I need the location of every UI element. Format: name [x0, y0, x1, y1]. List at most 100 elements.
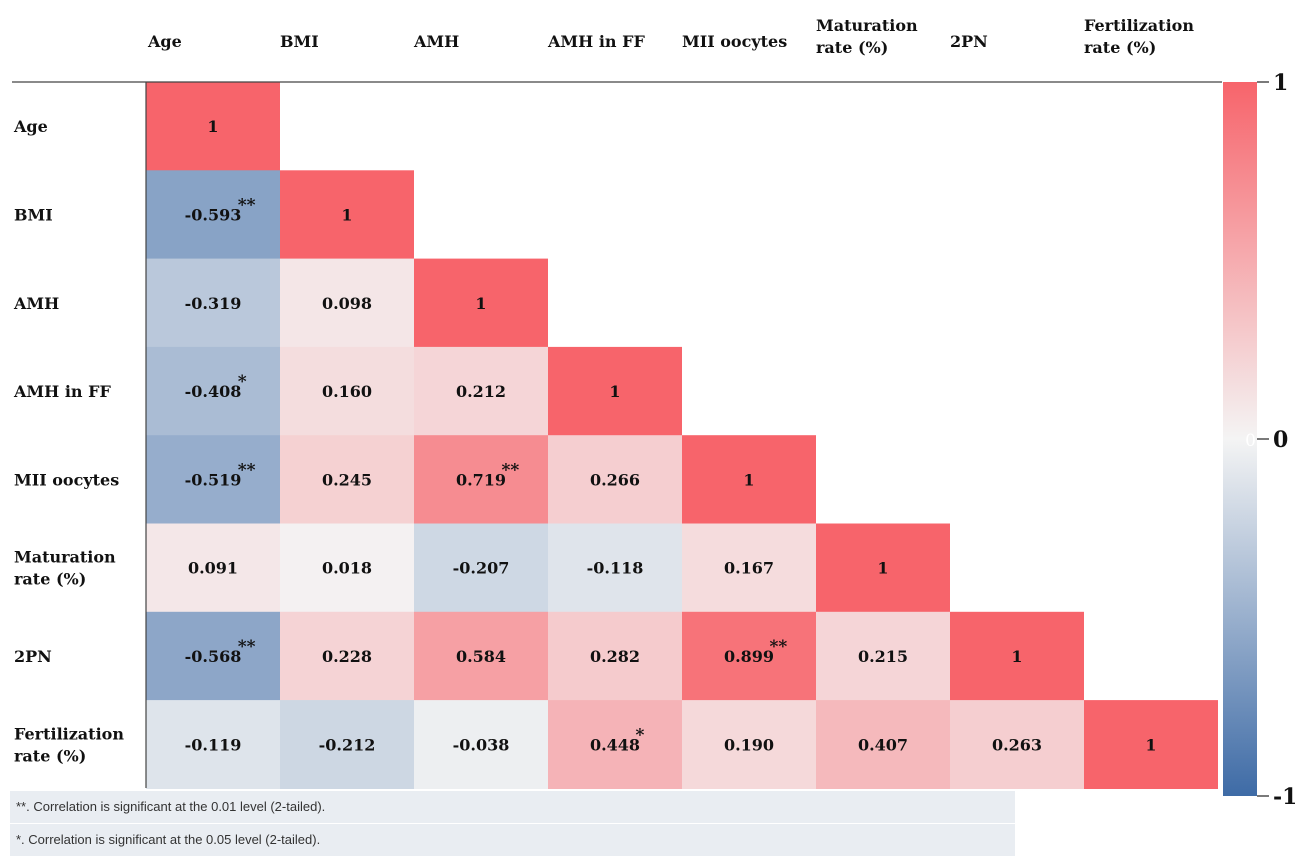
cell-value-r6-c5: 0.215 [858, 647, 908, 666]
column-header-maturation-rate: Maturation rate (%) [816, 16, 918, 57]
column-header-mii-oocytes: MII oocytes [682, 32, 787, 51]
heatmap-cell-r5-c0 [146, 523, 280, 613]
heatmap-cell-r4-c2 [414, 435, 548, 525]
cell-value-r5-c4: 0.167 [724, 559, 774, 578]
row-header-fertilization-rate: Fertilization rate (%) [14, 724, 124, 765]
footnote-001: **. Correlation is significant at the 0.… [10, 791, 1015, 823]
heatmap-cell-r1-c0 [146, 170, 280, 260]
cell-value-r4-c2: 0.719 [456, 470, 506, 489]
heatmap-cell-r5-c1 [280, 523, 414, 613]
significance-marker-r1-c0: ** [238, 195, 256, 215]
cell-value-r4-c3: 0.266 [590, 470, 640, 489]
significance-marker-r4-c2: ** [502, 460, 520, 480]
cell-value-r3-c0: -0.408 [185, 382, 242, 401]
heatmap-cell-r6-c4 [682, 611, 816, 701]
column-header-2pn: 2PN [950, 32, 988, 51]
cell-value-r7-c4: 0.190 [724, 735, 774, 754]
heatmap-cell-r5-c3 [548, 523, 682, 613]
cell-value-r6-c6: 1 [1011, 647, 1022, 666]
cell-value-r0-c0: 1 [207, 117, 218, 136]
heatmap-cells [146, 82, 1218, 789]
heatmap-cell-r5-c5 [816, 523, 950, 613]
significance-marker-r6-c4: ** [770, 637, 788, 657]
significance-marker-r6-c0: ** [238, 637, 256, 657]
significance-marker-r3-c0: * [238, 372, 247, 392]
cell-value-r7-c6: 0.263 [992, 735, 1042, 754]
colorbar-tick-label: 1 [1273, 70, 1288, 96]
cell-value-r4-c0: -0.519 [185, 470, 242, 489]
heatmap-cell-r4-c1 [280, 435, 414, 525]
column-header-age: Age [147, 32, 182, 51]
column-headers: Age BMI AMH AMH in FF MII oocytes Maturation r… [147, 16, 1194, 57]
cell-value-r1-c1: 1 [341, 205, 352, 224]
cell-value-r7-c3: 0.448 [590, 735, 640, 754]
heatmap-cell-r5-c2 [414, 523, 548, 613]
heatmap-cell-r2-c1 [280, 258, 414, 348]
column-header-amh-in-ff: AMH in FF [547, 32, 645, 51]
significance-marker-r7-c3: * [636, 725, 645, 745]
heatmap-cell-r3-c0 [146, 346, 280, 436]
heatmap-cell-r6-c6 [950, 611, 1084, 701]
heatmap-cell-r7-c7 [1084, 700, 1218, 789]
heatmap-cell-r4-c4 [682, 435, 816, 525]
cell-value-r7-c2: -0.038 [453, 735, 510, 754]
footnote-005: *. Correlation is significant at the 0.0… [10, 824, 1015, 856]
heatmap-cell-r7-c6 [950, 700, 1084, 789]
row-header-maturation-rate: Maturation rate (%) [14, 548, 116, 589]
cell-value-r5-c0: 0.091 [188, 559, 238, 578]
heatmap-cell-r2-c2 [414, 258, 548, 348]
heatmap-cell-r5-c4 [682, 523, 816, 613]
cell-value-r4-c4: 1 [743, 470, 754, 489]
cell-value-r4-c1: 0.245 [322, 470, 372, 489]
cell-value-r2-c2: 1 [475, 294, 486, 313]
colorbar-gradient [1223, 82, 1257, 796]
cell-value-r5-c2: -0.207 [453, 559, 510, 578]
cell-value-r7-c7: 1 [1145, 735, 1156, 754]
cell-value-r5-c5: 1 [877, 559, 888, 578]
cell-value-r6-c0: -0.568 [185, 647, 242, 666]
row-headers: Age BMI AMH AMH in FF MII oocytes Maturation r… [13, 117, 124, 765]
heatmap-cell-r1-c1 [280, 170, 414, 260]
heatmap-cell-r6-c2 [414, 611, 548, 701]
heatmap-cell-r6-c3 [548, 611, 682, 701]
cell-value-r3-c1: 0.160 [322, 382, 372, 401]
row-header-age: Age [13, 117, 48, 136]
cell-value-r6-c4: 0.899 [724, 647, 774, 666]
row-header-amh: AMH [13, 294, 59, 313]
cell-value-r7-c0: -0.119 [185, 735, 242, 754]
cell-value-r7-c5: 0.407 [858, 735, 908, 754]
colorbar: 1 0 -1 0 [1223, 70, 1295, 810]
colorbar-tick-label: 0 [1273, 427, 1288, 453]
heatmap-cell-r6-c0 [146, 611, 280, 701]
cell-value-r2-c1: 0.098 [322, 294, 372, 313]
row-header-2pn: 2PN [14, 647, 52, 666]
heatmap-cell-r0-c0 [146, 82, 280, 171]
cell-value-r1-c0: -0.593 [185, 205, 242, 224]
significance-marker-r4-c0: ** [238, 460, 256, 480]
column-header-amh: AMH [413, 32, 459, 51]
cell-value-r6-c3: 0.282 [590, 647, 640, 666]
heatmap-cell-r7-c1 [280, 700, 414, 789]
row-header-bmi: BMI [14, 205, 53, 224]
heatmap-cell-r3-c1 [280, 346, 414, 436]
heatmap-cell-r7-c0 [146, 700, 280, 789]
heatmap-cell-labels: 1-0.593** 1-0.319 0.098 1-0.408* 0.160 0.212 1… [185, 117, 1157, 754]
heatmap-cell-r4-c3 [548, 435, 682, 525]
heatmap-cell-r7-c2 [414, 700, 548, 789]
cell-value-r2-c0: -0.319 [185, 294, 242, 313]
colorbar-inner-label: 0 [1245, 431, 1256, 451]
cell-value-r3-c2: 0.212 [456, 382, 506, 401]
heatmap-cell-r3-c3 [548, 346, 682, 436]
heatmap-cell-r6-c1 [280, 611, 414, 701]
cell-value-r3-c3: 1 [609, 382, 620, 401]
heatmap-cell-r7-c3 [548, 700, 682, 789]
cell-value-r5-c3: -0.118 [587, 559, 644, 578]
heatmap-cell-r7-c5 [816, 700, 950, 789]
column-header-fertilization-rate: Fertilization rate (%) [1084, 16, 1194, 57]
cell-value-r7-c1: -0.212 [319, 735, 376, 754]
row-header-amh-in-ff: AMH in FF [13, 382, 111, 401]
colorbar-tick-label: -1 [1273, 784, 1295, 810]
column-header-bmi: BMI [280, 32, 319, 51]
heatmap-cell-r2-c0 [146, 258, 280, 348]
